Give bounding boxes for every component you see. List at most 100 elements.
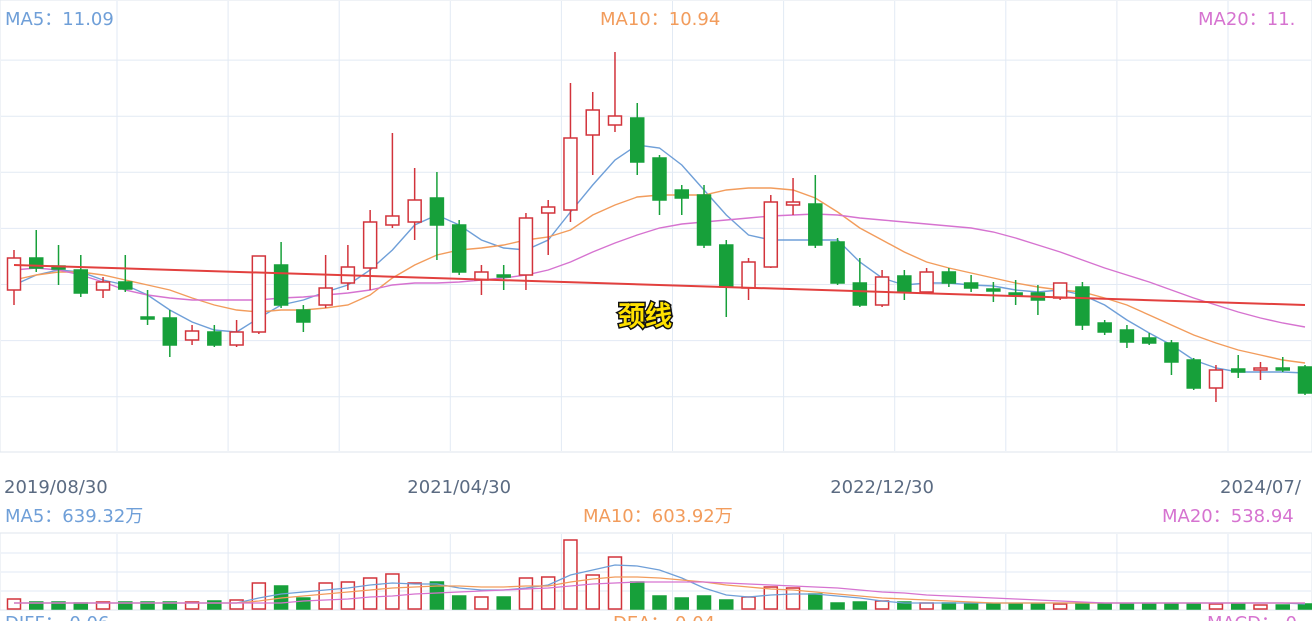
candle-body bbox=[563, 137, 578, 211]
volume-bar bbox=[808, 593, 823, 610]
volume-bar bbox=[362, 577, 378, 610]
volume-bar bbox=[629, 581, 645, 610]
candle-body bbox=[1141, 337, 1157, 344]
volume-bar bbox=[429, 581, 445, 610]
candle-body bbox=[919, 271, 934, 293]
x-tick-label: 2019/08/30 bbox=[4, 477, 108, 498]
volume-bar bbox=[830, 602, 845, 610]
volume-bar bbox=[340, 581, 356, 610]
candle-body bbox=[296, 309, 311, 323]
price-plot bbox=[0, 0, 1312, 453]
volume-bar bbox=[1186, 603, 1201, 610]
legend-label: MACD：-0 bbox=[1207, 613, 1297, 621]
volume-bar bbox=[1008, 603, 1023, 610]
candle-body bbox=[652, 157, 667, 201]
volume-bar bbox=[1230, 603, 1246, 610]
candle-body bbox=[518, 217, 534, 276]
candle-body bbox=[318, 287, 333, 306]
candle-body bbox=[1297, 366, 1312, 394]
volume-bar bbox=[251, 582, 267, 610]
candle-body bbox=[140, 316, 155, 320]
legend-label: MA5：11.09 bbox=[5, 9, 114, 30]
candle-body bbox=[273, 264, 289, 306]
volume-bar bbox=[1119, 603, 1135, 610]
candle-body bbox=[407, 199, 422, 223]
volume-bar bbox=[162, 601, 178, 610]
volume-bar bbox=[1030, 603, 1046, 610]
volume-bar bbox=[986, 603, 1001, 610]
legend-label: MA10：10.94 bbox=[600, 9, 720, 30]
volume-bar bbox=[852, 601, 868, 610]
candle-body bbox=[496, 274, 511, 278]
candle-body bbox=[362, 221, 378, 269]
legend-label: MA20：538.94 bbox=[1162, 506, 1294, 527]
volume-bar bbox=[874, 600, 890, 610]
volume-bar bbox=[229, 599, 244, 610]
volume-bar bbox=[407, 582, 422, 610]
candle-body bbox=[1052, 282, 1068, 299]
volume-bar bbox=[1097, 603, 1112, 610]
candle-body bbox=[1097, 322, 1112, 333]
volume-bar bbox=[719, 599, 734, 610]
candle-body bbox=[229, 331, 244, 346]
volume-bar bbox=[741, 596, 756, 610]
candle-body bbox=[1164, 342, 1179, 363]
volume-bar bbox=[1141, 603, 1157, 610]
volume-bar bbox=[763, 586, 779, 610]
candle-body bbox=[540, 206, 556, 214]
volume-bar bbox=[207, 600, 222, 610]
volume-bar bbox=[296, 597, 311, 610]
volume-bar bbox=[540, 576, 556, 610]
volume-bar bbox=[1164, 603, 1179, 610]
candle-body bbox=[963, 282, 979, 289]
candle-body bbox=[852, 282, 868, 306]
volume-ma-line bbox=[14, 581, 1305, 604]
candle-body bbox=[607, 115, 623, 126]
volume-bar bbox=[1075, 602, 1090, 610]
volume-bar bbox=[474, 596, 489, 610]
candle-body bbox=[1253, 367, 1268, 371]
volume-bar bbox=[1052, 603, 1068, 610]
candle-body bbox=[986, 288, 1001, 292]
volume-bar bbox=[140, 601, 155, 610]
candle-body bbox=[184, 330, 200, 341]
candle-body bbox=[29, 257, 44, 269]
neckline bbox=[13, 264, 1306, 306]
volume-bar bbox=[1253, 604, 1268, 610]
candle-body bbox=[1186, 359, 1201, 389]
volume-bar bbox=[674, 597, 690, 610]
volume-bar bbox=[919, 602, 934, 610]
candle-body bbox=[207, 331, 222, 346]
candle-body bbox=[1275, 367, 1290, 371]
legend-label: MA20：11. bbox=[1198, 9, 1295, 30]
volume-bar bbox=[518, 577, 534, 610]
x-tick-label: 2024/07/ bbox=[1220, 477, 1302, 498]
candle-body bbox=[118, 281, 133, 290]
candle-body bbox=[73, 269, 89, 294]
volume-bar bbox=[897, 601, 912, 610]
candle-body bbox=[251, 255, 267, 333]
volume-bar bbox=[29, 601, 44, 610]
volume-bar bbox=[184, 601, 200, 610]
annotation: 颈线 bbox=[618, 302, 672, 333]
candle-body bbox=[808, 203, 823, 246]
volume-bar bbox=[6, 598, 22, 610]
volume-bar bbox=[496, 596, 511, 610]
candle-body bbox=[451, 224, 467, 273]
volume-bar bbox=[785, 587, 801, 610]
candle-body bbox=[719, 244, 734, 288]
volume-bar bbox=[118, 601, 133, 610]
volume-bar bbox=[941, 602, 957, 610]
volume-bar bbox=[51, 601, 66, 610]
volume-bar bbox=[318, 582, 333, 610]
candle-body bbox=[385, 215, 400, 226]
x-tick-label: 2022/12/30 bbox=[830, 477, 934, 498]
candle-body bbox=[585, 109, 600, 136]
candle-body bbox=[830, 241, 845, 284]
candle-body bbox=[674, 189, 690, 199]
candle-body bbox=[629, 117, 645, 163]
candle-body bbox=[1008, 292, 1023, 296]
volume-bar bbox=[696, 595, 712, 610]
volume-bar bbox=[1208, 603, 1224, 610]
